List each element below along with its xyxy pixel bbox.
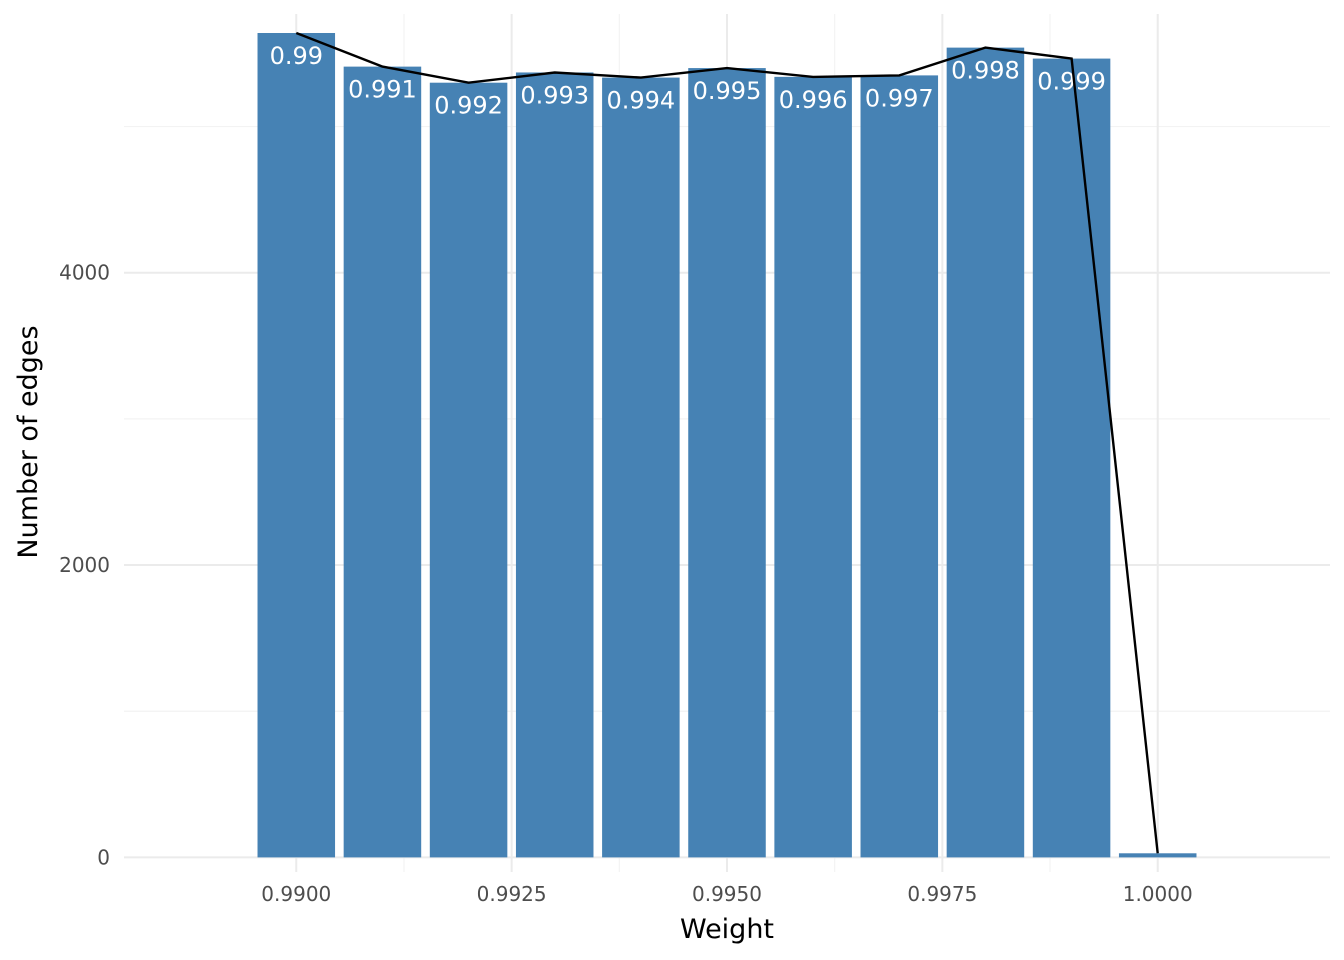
bar bbox=[515, 72, 594, 858]
bar-value-label: 0.99 bbox=[270, 42, 323, 70]
bar-value-label: 0.991 bbox=[348, 76, 417, 104]
bar bbox=[602, 77, 680, 858]
x-axis-title: Weight bbox=[680, 914, 774, 945]
bar-value-label: 0.997 bbox=[865, 84, 934, 112]
bar-value-label: 0.999 bbox=[1037, 68, 1106, 96]
x-tick-label: 0.9900 bbox=[261, 882, 331, 906]
bars bbox=[257, 33, 1197, 858]
y-tick-label: 4000 bbox=[59, 261, 110, 285]
bar-value-label: 0.998 bbox=[951, 57, 1020, 85]
bar bbox=[688, 68, 766, 858]
bar bbox=[774, 76, 852, 858]
bar bbox=[257, 33, 336, 858]
bar bbox=[860, 75, 939, 858]
x-tick-label: 1.0000 bbox=[1123, 882, 1193, 906]
bar bbox=[343, 66, 422, 858]
x-tick-label: 0.9975 bbox=[907, 882, 977, 906]
bar-value-label: 0.993 bbox=[520, 81, 589, 109]
x-axis-ticks: 0.9900 0.9925 0.9950 0.9975 1.0000 bbox=[261, 882, 1192, 906]
y-tick-label: 2000 bbox=[59, 553, 110, 577]
bar bbox=[429, 82, 508, 858]
bar-value-label: 0.995 bbox=[693, 77, 762, 105]
y-axis-title: Number of edges bbox=[13, 325, 44, 558]
bar bbox=[946, 47, 1025, 858]
y-axis-ticks: 0 2000 4000 bbox=[59, 261, 110, 870]
bar-labels: 0.99 0.991 0.992 0.993 0.994 0.995 0.996 0.997 0… bbox=[270, 42, 1106, 120]
trend-line bbox=[295, 31, 1159, 854]
bar-value-label: 0.996 bbox=[779, 86, 848, 114]
bar-value-label: 0.994 bbox=[606, 87, 675, 115]
bar-value-label: 0.992 bbox=[434, 92, 503, 120]
y-tick-label: 0 bbox=[97, 845, 110, 869]
x-tick-label: 0.9925 bbox=[477, 882, 547, 906]
bar bbox=[1032, 58, 1111, 858]
bar bbox=[1118, 853, 1197, 858]
x-tick-label: 0.9950 bbox=[692, 882, 762, 906]
